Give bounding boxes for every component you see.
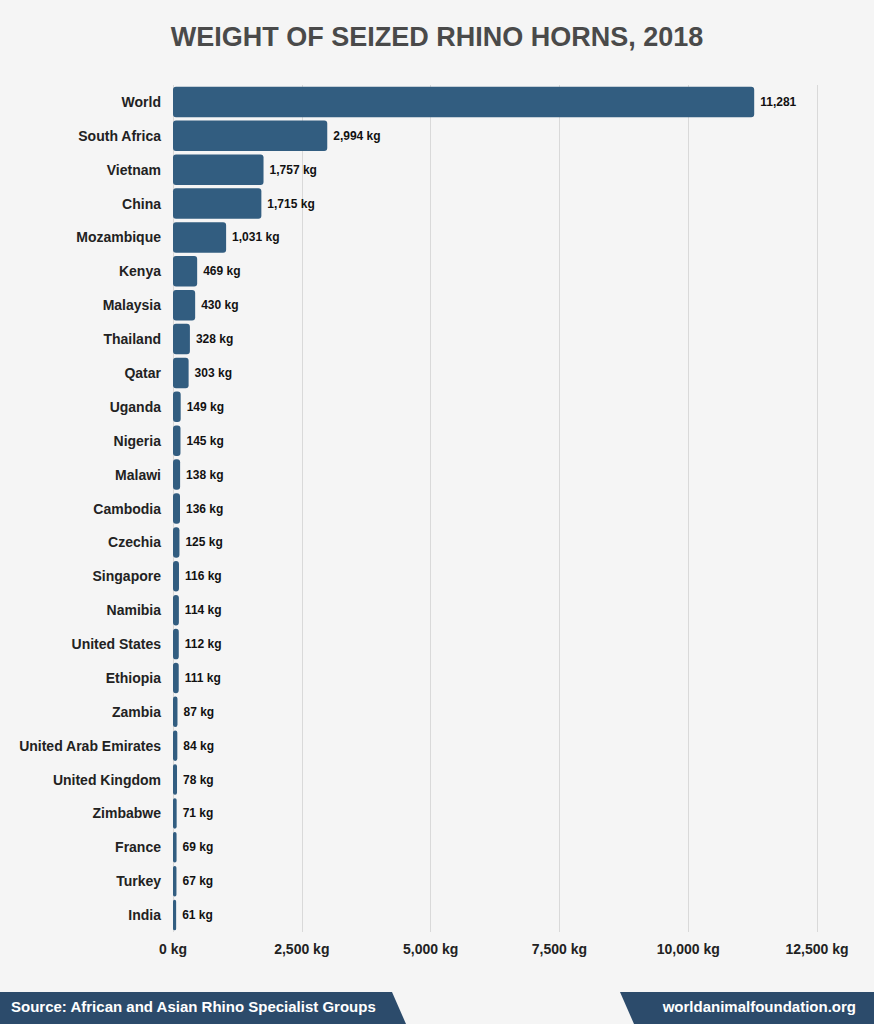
- svg-text:78 kg: 78 kg: [183, 773, 214, 787]
- svg-text:Qatar: Qatar: [124, 365, 161, 381]
- svg-text:Cambodia: Cambodia: [93, 501, 161, 517]
- svg-text:61 kg: 61 kg: [182, 908, 213, 922]
- svg-text:111 kg: 111 kg: [185, 671, 221, 685]
- svg-text:France: France: [115, 839, 161, 855]
- svg-text:328 kg: 328 kg: [196, 332, 233, 346]
- svg-text:United Arab Emirates: United Arab Emirates: [19, 738, 161, 754]
- svg-text:Czechia: Czechia: [108, 534, 161, 550]
- svg-text:Zimbabwe: Zimbabwe: [93, 805, 162, 821]
- svg-text:11,281: 11,281: [760, 95, 796, 109]
- svg-text:112 kg: 112 kg: [185, 637, 222, 651]
- svg-text:7,500 kg: 7,500 kg: [532, 941, 587, 957]
- svg-text:430 kg: 430 kg: [201, 298, 238, 312]
- svg-text:South Africa: South Africa: [78, 128, 161, 144]
- svg-text:China: China: [122, 196, 161, 212]
- svg-text:71 kg: 71 kg: [183, 806, 214, 820]
- svg-text:69 kg: 69 kg: [183, 840, 214, 854]
- svg-text:303 kg: 303 kg: [195, 366, 232, 380]
- svg-text:Thailand: Thailand: [103, 331, 161, 347]
- svg-text:Nigeria: Nigeria: [114, 433, 162, 449]
- svg-text:84 kg: 84 kg: [183, 739, 214, 753]
- svg-text:12,500 kg: 12,500 kg: [785, 941, 848, 957]
- svg-text:India: India: [128, 907, 161, 923]
- svg-text:Kenya: Kenya: [119, 263, 161, 279]
- svg-text:worldanimalfoundation.org: worldanimalfoundation.org: [662, 998, 856, 1015]
- svg-text:Source: African and Asian Rhin: Source: African and Asian Rhino Speciali…: [11, 998, 376, 1015]
- svg-text:67 kg: 67 kg: [182, 874, 213, 888]
- svg-text:149 kg: 149 kg: [187, 400, 224, 414]
- svg-text:Vietnam: Vietnam: [107, 162, 161, 178]
- svg-text:Namibia: Namibia: [107, 602, 162, 618]
- svg-text:Singapore: Singapore: [93, 568, 162, 584]
- svg-text:0 kg: 0 kg: [159, 941, 187, 957]
- svg-text:2,994 kg: 2,994 kg: [333, 129, 380, 143]
- svg-text:114 kg: 114 kg: [185, 603, 222, 617]
- svg-text:Mozambique: Mozambique: [76, 229, 161, 245]
- svg-text:Malawi: Malawi: [115, 467, 161, 483]
- svg-text:Turkey: Turkey: [116, 873, 161, 889]
- svg-text:5,000 kg: 5,000 kg: [403, 941, 458, 957]
- svg-text:10,000 kg: 10,000 kg: [657, 941, 720, 957]
- svg-text:138 kg: 138 kg: [186, 468, 223, 482]
- svg-text:136 kg: 136 kg: [186, 502, 223, 516]
- svg-text:Uganda: Uganda: [110, 399, 162, 415]
- svg-text:2,500 kg: 2,500 kg: [274, 941, 329, 957]
- svg-text:469 kg: 469 kg: [203, 264, 240, 278]
- svg-text:1,757 kg: 1,757 kg: [270, 163, 317, 177]
- svg-text:Ethiopia: Ethiopia: [106, 670, 161, 686]
- svg-text:Zambia: Zambia: [112, 704, 161, 720]
- svg-text:WEIGHT OF SEIZED RHINO HORNS,: WEIGHT OF SEIZED RHINO HORNS, 2018: [171, 22, 704, 52]
- svg-text:United Kingdom: United Kingdom: [53, 772, 161, 788]
- svg-text:1,031 kg: 1,031 kg: [232, 230, 279, 244]
- svg-text:116 kg: 116 kg: [185, 569, 222, 583]
- svg-text:145 kg: 145 kg: [186, 434, 223, 448]
- svg-text:87 kg: 87 kg: [183, 705, 214, 719]
- svg-text:World: World: [122, 94, 161, 110]
- svg-text:Malaysia: Malaysia: [103, 297, 162, 313]
- svg-text:1,715 kg: 1,715 kg: [267, 197, 314, 211]
- svg-text:United States: United States: [72, 636, 162, 652]
- svg-text:125 kg: 125 kg: [185, 535, 222, 549]
